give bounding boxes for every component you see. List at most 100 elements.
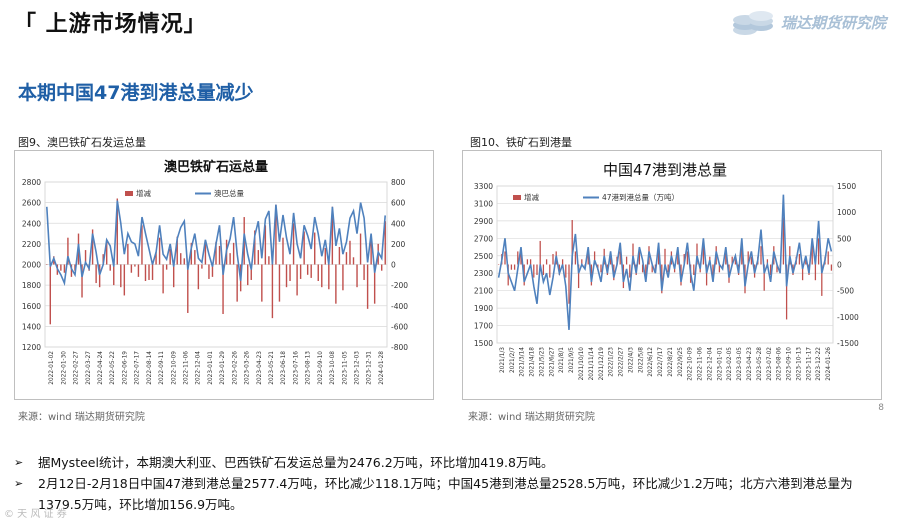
bar bbox=[201, 264, 203, 269]
x-tick-label: 2023-02-26 bbox=[232, 351, 238, 385]
bar bbox=[821, 264, 823, 296]
bar bbox=[264, 225, 267, 265]
x-tick-label: 2023-07-02 bbox=[767, 347, 773, 381]
x-tick-label: 2023-08-13 bbox=[306, 351, 312, 385]
bar bbox=[127, 243, 129, 265]
bar bbox=[760, 246, 762, 265]
bar bbox=[172, 264, 175, 288]
bar bbox=[187, 264, 189, 313]
bar bbox=[510, 264, 513, 270]
bar bbox=[561, 259, 564, 265]
figure-9-source: 来源：wind 瑞达期货研究院 bbox=[18, 412, 145, 423]
chart-47-ports-arrivals: 1500 1700 1900 2100 2300 2500 2700 2900 3100 3300… bbox=[462, 150, 882, 400]
bar bbox=[144, 264, 147, 281]
x-tick-label: 2023-01-29 bbox=[220, 351, 226, 385]
coins-logo-icon bbox=[732, 11, 773, 35]
bar bbox=[271, 264, 274, 319]
x-tick-label: 2023-10-08 bbox=[330, 351, 336, 385]
bar bbox=[817, 238, 820, 265]
bar bbox=[137, 264, 140, 277]
bar bbox=[310, 264, 312, 278]
bar bbox=[303, 231, 305, 265]
bar bbox=[359, 233, 362, 265]
x-tick-label: 2022-10-09 bbox=[171, 351, 177, 385]
bar bbox=[162, 264, 164, 294]
chart-australia-brazil-shipments: 1200 1400 1600 1800 2000 2200 2400 2600 2800 -800… bbox=[14, 150, 434, 400]
y-left-tick-label: 3100 bbox=[474, 199, 493, 208]
bar bbox=[741, 243, 743, 265]
bar bbox=[811, 243, 813, 265]
y-left-tick-label: 2200 bbox=[22, 240, 41, 249]
x-tick-label: 2023-11-05 bbox=[342, 351, 348, 385]
bar bbox=[321, 264, 323, 288]
bar bbox=[197, 264, 200, 290]
x-tick-label: 2023-12-03 bbox=[354, 351, 360, 385]
bar bbox=[317, 264, 319, 281]
y-left-tick-label: 3300 bbox=[474, 182, 493, 191]
bar bbox=[785, 264, 788, 320]
bar bbox=[750, 256, 753, 265]
x-tick-label: 2022-03-27 bbox=[86, 351, 92, 385]
bar bbox=[533, 264, 535, 278]
bullet-text: 据Mysteel统计，本期澳大利亚、巴西铁矿石发运总量为2476.2万吨，环比增… bbox=[38, 455, 554, 470]
bar bbox=[229, 253, 231, 265]
bar bbox=[619, 251, 621, 265]
bar bbox=[236, 264, 238, 302]
y-right-tick-label: -200 bbox=[391, 281, 408, 290]
series-line bbox=[497, 194, 833, 330]
bullet-list: ➢ 据Mysteel统计，本期澳大利亚、巴西铁矿石发运总量为2476.2万吨，环… bbox=[14, 452, 894, 515]
bar bbox=[638, 248, 641, 265]
bar bbox=[725, 251, 727, 265]
bar bbox=[686, 251, 689, 265]
x-tick-label: 2021/8/1 bbox=[559, 347, 565, 373]
bar bbox=[625, 256, 628, 265]
bar bbox=[338, 246, 341, 265]
page-number: 8 bbox=[878, 403, 884, 413]
x-tick-label: 2023-05-21 bbox=[269, 351, 275, 385]
y-right-tick-label: -600 bbox=[391, 322, 408, 331]
bar bbox=[208, 264, 210, 279]
bar bbox=[148, 264, 150, 280]
legend-label: 增减 bbox=[524, 192, 539, 202]
bar bbox=[141, 225, 143, 265]
y-right-tick-label: 0 bbox=[837, 261, 842, 270]
bar bbox=[384, 221, 386, 265]
bar bbox=[130, 264, 133, 273]
x-tick-label: 2022-06-19 bbox=[122, 351, 128, 385]
x-tick-label: 2023-05-28 bbox=[757, 347, 763, 381]
bar bbox=[95, 264, 97, 284]
bar bbox=[190, 242, 193, 265]
bar bbox=[222, 264, 224, 314]
legend-bar-swatch bbox=[513, 195, 521, 200]
bar bbox=[798, 254, 801, 265]
figure-10-source: 来源：wind 瑞达期货研究院 bbox=[468, 412, 595, 423]
bar bbox=[306, 264, 309, 275]
bar bbox=[232, 242, 235, 265]
bar bbox=[651, 264, 653, 273]
bar bbox=[664, 248, 666, 265]
series-line bbox=[46, 200, 386, 287]
bar bbox=[769, 264, 772, 275]
bar bbox=[747, 251, 749, 265]
bar bbox=[657, 246, 660, 265]
watermark: © 天 风 证 券 bbox=[4, 509, 67, 520]
bar bbox=[731, 256, 733, 265]
bar bbox=[517, 251, 519, 265]
bar bbox=[693, 264, 695, 275]
bar bbox=[120, 264, 122, 288]
y-right-tick-label: 0 bbox=[391, 261, 396, 270]
bar bbox=[67, 237, 69, 265]
x-tick-label: 2022/9/25 bbox=[678, 347, 684, 377]
x-tick-label: 2023-03-05 bbox=[737, 347, 743, 381]
bar bbox=[285, 264, 288, 288]
x-tick-label: 2022/8/21 bbox=[668, 347, 674, 377]
bar bbox=[314, 232, 316, 265]
bar bbox=[696, 243, 698, 265]
bar bbox=[109, 264, 111, 271]
bar bbox=[497, 264, 500, 265]
bar bbox=[194, 250, 196, 265]
y-left-tick-label: 2300 bbox=[474, 269, 493, 278]
bar bbox=[299, 264, 302, 279]
x-tick-label: 2021/4/18 bbox=[530, 347, 536, 377]
